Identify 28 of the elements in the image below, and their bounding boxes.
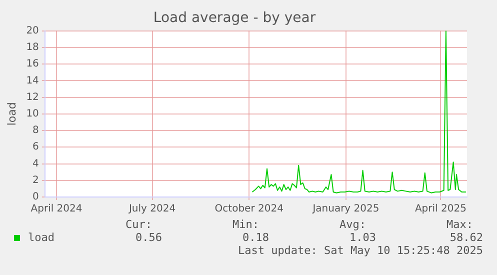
y-tick-label: 12 [26, 92, 39, 103]
text: Cur: [124, 218, 153, 231]
legend-label: load [28, 231, 54, 244]
x-tick-label: April 2025 [414, 204, 466, 215]
text: 58.62 [448, 231, 483, 244]
x-tick-label: October 2024 [214, 204, 284, 215]
x-tick-label: January 2025 [312, 204, 380, 215]
y-tick-label: 6 [32, 142, 39, 153]
x-tick-label: April 2024 [30, 204, 82, 215]
text: Avg: [338, 218, 367, 231]
y-tick-label: 0 [32, 192, 39, 203]
y-tick-label: 16 [26, 58, 39, 70]
text: 0.18 [242, 231, 269, 244]
y-tick-label: 2 [32, 174, 39, 186]
y-tick-label: 4 [32, 158, 39, 170]
y-tick-label: 20 [26, 25, 39, 36]
text: Last update: Sat May 10 15:25:48 2025 [236, 244, 483, 257]
y-axis-title: load [5, 102, 18, 126]
text: Max: [446, 218, 474, 231]
chart-title: Load average - by year [153, 10, 316, 26]
text: 1.03 [348, 231, 376, 244]
y-tick-label: 14 [26, 75, 39, 86]
x-tick-label: July 2024 [128, 204, 176, 215]
text: 0.56 [134, 231, 162, 244]
y-tick-label: 10 [26, 108, 39, 120]
y-tick-label: 18 [26, 42, 39, 54]
y-tick-label: 8 [32, 125, 39, 136]
text: Min: [232, 218, 260, 231]
